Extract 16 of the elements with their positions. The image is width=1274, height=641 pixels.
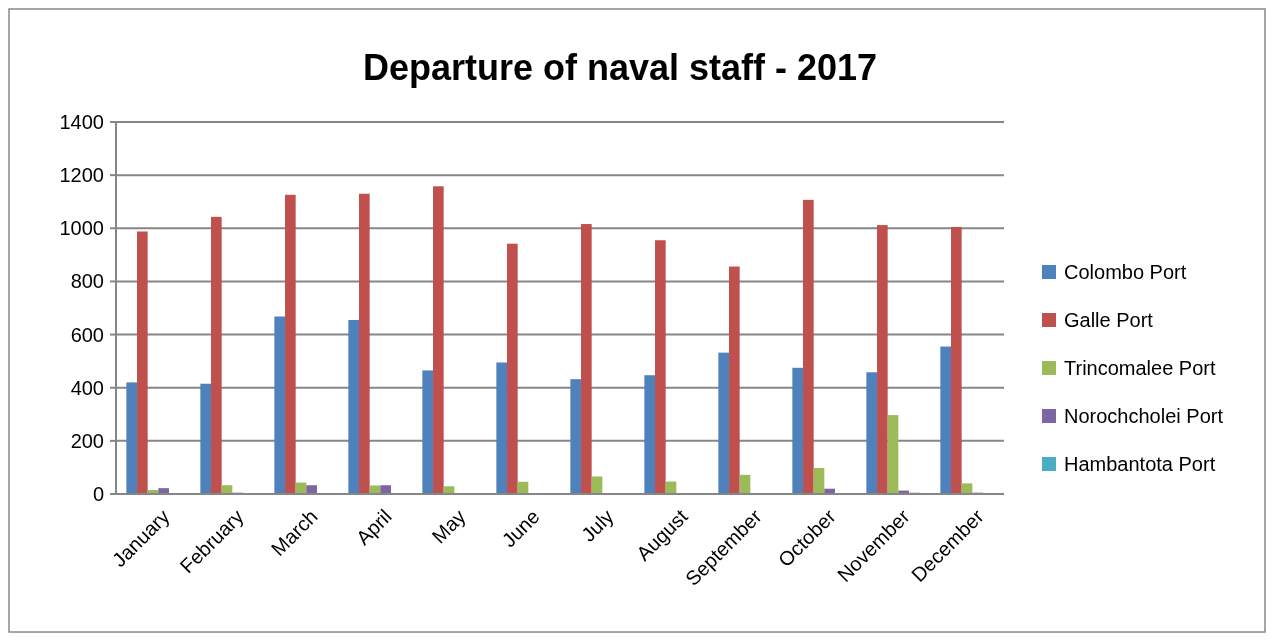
y-tick-label: 0 bbox=[92, 483, 104, 505]
y-tick-label: 600 bbox=[70, 323, 104, 346]
legend-label: Trincomalee Port bbox=[1064, 357, 1216, 379]
y-tick-label: 1400 bbox=[59, 111, 104, 133]
x-tick-label: July bbox=[577, 505, 618, 546]
y-tick-label: 200 bbox=[70, 429, 104, 452]
chart-title: Departure of naval staff - 2017 bbox=[362, 47, 878, 88]
legend-label: Colombo Port bbox=[1064, 261, 1187, 283]
legend-label: Galle Port bbox=[1064, 309, 1154, 331]
legend-label: Hambantota Port bbox=[1064, 453, 1216, 475]
x-tick-label: May bbox=[427, 505, 470, 548]
y-tick-label: 1200 bbox=[59, 164, 104, 187]
y-tick-label: 400 bbox=[70, 376, 104, 399]
y-tick-label: 800 bbox=[70, 270, 104, 293]
y-tick-label: 1000 bbox=[59, 217, 104, 240]
legend-label: Norochcholei Port bbox=[1064, 405, 1224, 427]
